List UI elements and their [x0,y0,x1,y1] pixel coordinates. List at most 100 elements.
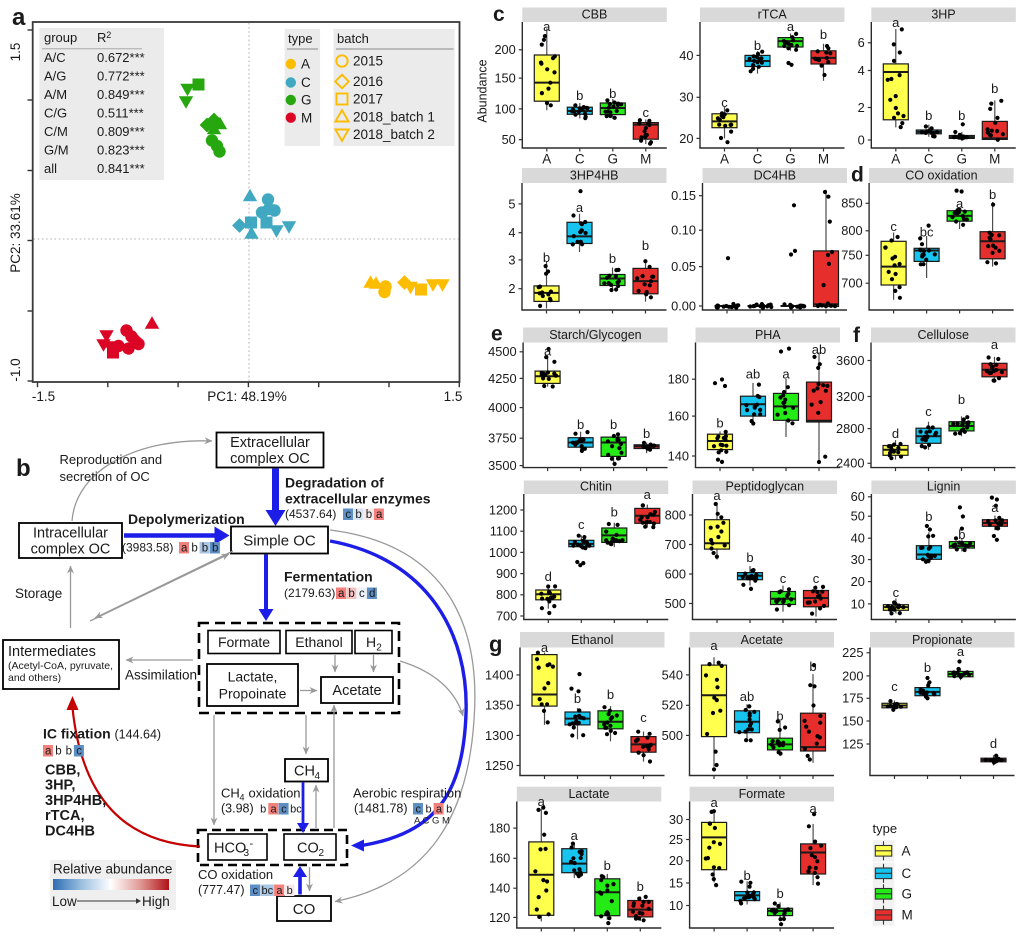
svg-text:900: 900 [496,566,517,581]
svg-text:PC2: 33.61%: PC2: 33.61% [8,193,23,273]
svg-text:4: 4 [315,771,321,782]
svg-text:c: c [891,679,898,694]
svg-text:b: b [776,886,783,901]
svg-text:a: a [710,638,718,653]
svg-text:540: 540 [662,667,683,682]
svg-text:Abundance: Abundance [476,59,490,122]
svg-text:Lignin: Lignin [927,480,960,494]
svg-text:bc: bc [920,225,934,240]
svg-text:b: b [426,804,432,816]
svg-text:-1.5: -1.5 [32,389,55,404]
svg-text:M: M [989,152,1000,167]
svg-text:complex OC: complex OC [31,542,111,558]
svg-text:b: b [55,746,61,758]
svg-text:Intracellular: Intracellular [33,526,108,542]
svg-text:0.772***: 0.772*** [97,69,145,84]
svg-text:a: a [892,15,900,30]
svg-text:b: b [191,543,197,555]
svg-text:b: b [610,417,617,432]
svg-text:c: c [721,95,728,110]
svg-text:500: 500 [665,596,686,611]
svg-text:b: b [642,238,649,253]
svg-text:0: 0 [858,132,865,147]
svg-text:1.5: 1.5 [444,389,463,404]
svg-text:group: group [44,30,77,45]
svg-text:b: b [574,691,581,706]
svg-text:a: a [956,196,964,211]
svg-text:(3983.58): (3983.58) [122,541,173,555]
svg-text:4250: 4250 [488,371,516,386]
svg-text:20: 20 [679,131,693,146]
svg-text:G: G [785,152,796,167]
svg-text:Assimilation: Assimilation [125,668,197,683]
svg-text:2018_batch 2: 2018_batch 2 [353,127,435,142]
svg-text:b: b [754,38,761,53]
svg-text:0.511***: 0.511*** [97,106,144,121]
svg-text:1350: 1350 [485,698,513,713]
svg-text:CO oxidation: CO oxidation [198,867,273,882]
svg-text:G: G [301,93,312,108]
svg-text:Extracellular: Extracellular [230,435,310,451]
svg-text:a: a [713,488,721,503]
svg-text:Peptidoglycan: Peptidoglycan [726,480,805,494]
svg-text:d: d [990,736,997,751]
svg-text:Lactate: Lactate [568,787,609,801]
svg-text:30: 30 [851,552,865,567]
svg-text:C: C [575,152,585,167]
svg-text:d: d [545,569,552,584]
svg-text:b: b [716,416,723,431]
svg-text:500: 500 [662,728,683,743]
svg-text:a: a [787,19,795,34]
svg-text:20: 20 [851,574,865,589]
svg-text:5: 5 [508,196,515,211]
svg-text:c: c [890,219,897,234]
svg-text:150: 150 [494,71,515,86]
svg-text:850: 850 [841,196,862,211]
svg-text:30: 30 [669,812,683,827]
svg-text:C: C [301,75,311,90]
svg-text:4000: 4000 [488,400,516,415]
svg-text:a: a [710,795,718,810]
svg-text:a: a [809,801,817,816]
svg-text:Propionate: Propionate [912,633,973,647]
svg-text:A C G M: A C G M [414,816,450,827]
svg-text:and others): and others) [8,672,61,684]
svg-text:b: b [212,543,218,555]
svg-text:150: 150 [842,713,863,728]
svg-text:b: b [609,251,616,266]
svg-text:ab: ab [746,367,760,382]
svg-text:A/G: A/G [44,69,66,84]
svg-text:Acetate: Acetate [332,683,381,699]
svg-text:(2179.63): (2179.63) [284,586,335,600]
svg-text:a: a [576,200,584,215]
svg-text:0.15: 0.15 [671,188,696,203]
svg-text:c: c [359,588,365,600]
svg-text:Acetate: Acetate [741,633,783,647]
svg-text:PHA: PHA [755,328,781,342]
svg-text:225: 225 [842,645,863,660]
svg-text:C/M: C/M [44,124,68,139]
svg-text:M: M [301,110,312,125]
svg-text:Propoinate: Propoinate [219,686,287,702]
svg-text:G: G [608,152,619,167]
svg-text:DC4HB: DC4HB [45,823,95,839]
svg-text:rTCA,: rTCA, [45,808,84,824]
svg-text:e: e [491,323,503,346]
svg-text:b: b [746,550,753,565]
svg-text:C: C [924,152,934,167]
svg-text:a: a [436,804,443,816]
svg-text:140: 140 [489,881,510,896]
svg-text:0.672***: 0.672*** [97,50,145,65]
svg-text:(144.64): (144.64) [115,728,162,742]
svg-text:b: b [609,86,616,101]
svg-text:Depolymerization: Depolymerization [128,511,245,527]
svg-text:b: b [989,187,996,202]
svg-text:0.823***: 0.823*** [97,143,145,158]
svg-text:0.05: 0.05 [671,259,696,274]
svg-text:600: 600 [665,566,686,581]
svg-text:a: a [541,640,549,655]
svg-text:20: 20 [669,853,683,868]
svg-text:G/M: G/M [44,143,69,158]
svg-text:c: c [493,3,505,26]
svg-text:2400: 2400 [836,456,864,471]
